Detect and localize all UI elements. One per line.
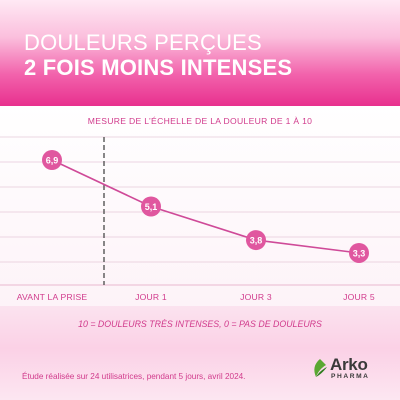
x-tick-label-0: AVANT LA PRISE [17, 292, 88, 302]
study-note: Étude réalisée sur 24 utilisatrices, pen… [22, 372, 246, 381]
scale-legend-note: 10 = DOULEURS TRÈS INTENSES, 0 = PAS DE … [78, 319, 322, 329]
data-label-0: 6,9 [46, 155, 59, 165]
data-point-0 [42, 150, 62, 170]
x-tick-label-1: JOUR 1 [135, 292, 167, 302]
chart-background [0, 106, 400, 306]
brand-logo: Arko PHARMA [312, 355, 392, 384]
header-band: DOULEURS PERÇUES 2 FOIS MOINS INTENSES [0, 0, 400, 106]
pain-series-line [51, 159, 360, 254]
data-point-1 [141, 196, 161, 217]
logo-name: Arko [330, 355, 368, 374]
data-label-3: 3,3 [353, 248, 366, 258]
data-label-2: 3,8 [250, 235, 263, 245]
title-line-2: 2 FOIS MOINS INTENSES [24, 55, 293, 80]
chart-subtitle: MESURE DE L’ÉCHELLE DE LA DOULEUR DE 1 À… [87, 116, 313, 126]
logo-sub: PHARMA [331, 373, 370, 380]
title-line-1: DOULEURS PERÇUES [24, 30, 262, 55]
data-point-3 [349, 242, 369, 263]
data-point-2 [246, 230, 266, 251]
arko-leaf-icon [314, 359, 327, 377]
pain-scale-line-chart: 6,9 5,1 3,8 3,3 AVANT LA PRISE JOUR 1 JOUR 3 JO… [0, 136, 400, 302]
x-tick-label-2: JOUR 3 [240, 292, 272, 302]
x-tick-label-3: JOUR 5 [343, 292, 375, 302]
data-label-1: 5,1 [145, 202, 158, 212]
footer-band [0, 306, 400, 400]
